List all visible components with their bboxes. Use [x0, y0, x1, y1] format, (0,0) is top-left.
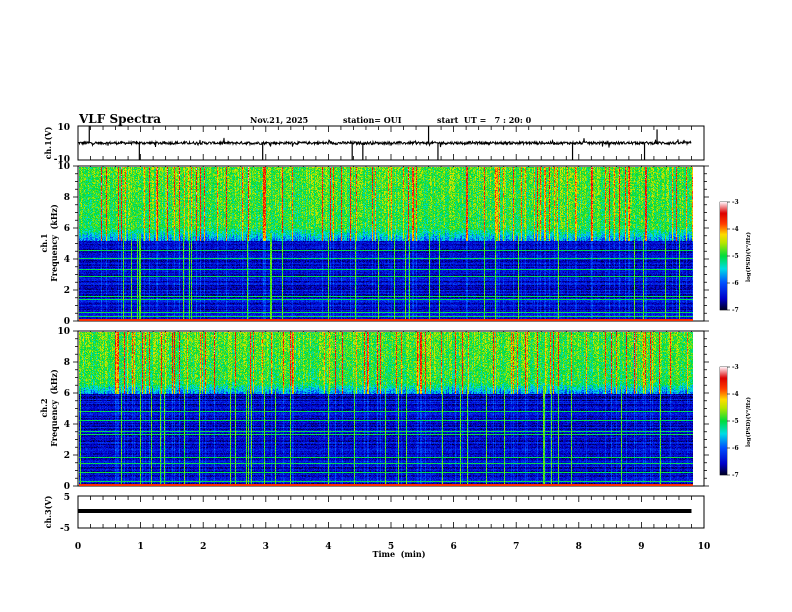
y-tick-label: 8 — [64, 193, 70, 203]
ch1-waveform-panel: 10 -10 ch.1(V) — [43, 123, 705, 165]
colorbar-tick-label: -5 — [732, 418, 739, 425]
ch1-xticks — [77, 126, 705, 160]
spec1-ylabel-line2: Frequency (kHz) — [49, 204, 59, 282]
y-tick-label: 4 — [64, 255, 70, 265]
x-tick-label: 7 — [513, 542, 519, 552]
colorbar2-ticks: -3 -4 -5 -6 -7 — [727, 364, 739, 479]
ch1-trace — [78, 137, 692, 148]
y-tick-label: 0 — [64, 482, 70, 492]
colorbar-tick-label: -3 — [732, 199, 739, 206]
x-tick-label: 9 — [638, 542, 644, 552]
y-tick-label: 0 — [64, 317, 70, 327]
colorbar-tick-label: -4 — [732, 226, 739, 233]
x-tick-label: 3 — [263, 542, 269, 552]
x-axis-label: Time (min) — [372, 549, 425, 559]
spec2-yticks: 0 2 4 6 8 10 — [57, 327, 709, 492]
y-tick-label: 6 — [64, 224, 70, 234]
colorbar-tick-label: -7 — [732, 307, 739, 314]
x-tick-label: 5 — [388, 542, 394, 552]
spec2-ylabel-line1: ch.2 — [39, 398, 49, 417]
colorbar-tick-label: -3 — [732, 364, 739, 371]
spec2-heatmap — [78, 331, 693, 486]
colorbar-tick-label: -7 — [732, 472, 739, 479]
ch3-xticks — [77, 496, 705, 528]
date-label: Nov.21, 2025 — [250, 115, 308, 125]
x-tick-label: 10 — [698, 542, 711, 552]
x-tick-labels: 0 1 2 3 4 5 6 7 8 9 10 — [75, 542, 710, 552]
colorbar-tick-label: -6 — [732, 445, 739, 452]
ch1-spikes — [88, 126, 658, 160]
y-tick-label: 2 — [64, 451, 70, 461]
ch1-ytick-top: 10 — [57, 123, 70, 133]
ch3-trace — [78, 509, 692, 513]
colorbar-tick-label: -5 — [732, 253, 739, 260]
colorbar1 — [720, 202, 727, 310]
x-tick-label: 4 — [325, 542, 331, 552]
ch1-ylabel: ch.1(V) — [43, 126, 53, 159]
ch1-ytick-bottom: -10 — [54, 155, 70, 165]
y-tick-label: 10 — [57, 162, 70, 172]
spec1-ylabel-line1: ch.1 — [39, 233, 49, 252]
y-tick-label: 6 — [64, 389, 70, 399]
spec1-yticks: 0 2 4 6 8 10 — [57, 162, 709, 327]
y-tick-label: 8 — [64, 358, 70, 368]
x-tick-label: 1 — [137, 542, 143, 552]
colorbar-tick-label: -6 — [732, 280, 739, 287]
colorbar1-ticks: -3 -4 -5 -6 -7 — [727, 199, 739, 314]
colorbar2-label: log(PSD)(V²/Hz) — [745, 397, 752, 447]
y-tick-label: 2 — [64, 286, 70, 296]
ch3-ylabel: ch.3(V) — [43, 495, 53, 528]
colorbar-tick-label: -4 — [732, 391, 739, 398]
spec1-heatmap — [78, 166, 693, 321]
x-tick-label: 0 — [75, 542, 81, 552]
spec2-ylabel-line2: Frequency (kHz) — [49, 369, 59, 447]
ch3-waveform-panel: 5 -5 ch.3(V) 0 1 2 3 4 5 6 7 8 9 10 Time (min) — [43, 493, 710, 559]
ch3-ytick-bottom: -5 — [60, 524, 70, 534]
station-label: station= OUI — [343, 115, 402, 125]
ch3-ytick-top: 5 — [64, 493, 70, 503]
x-tick-label: 2 — [200, 542, 206, 552]
colorbar2 — [720, 367, 727, 475]
x-tick-label: 8 — [576, 542, 582, 552]
y-tick-label: 4 — [64, 420, 70, 430]
colorbar1-label: log(PSD)(V²/Hz) — [745, 232, 752, 282]
x-tick-label: 6 — [450, 542, 456, 552]
start-ut-label: start UT = 7 : 20: 0 — [437, 115, 532, 125]
figure-title: VLF Spectra — [78, 112, 161, 126]
y-tick-label: 10 — [57, 327, 70, 337]
